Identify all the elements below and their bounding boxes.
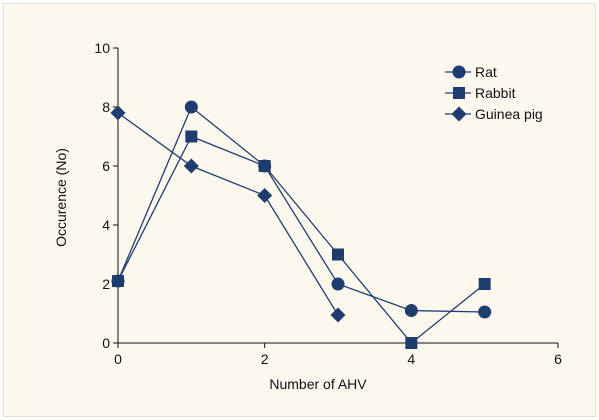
data-point-rat — [478, 305, 492, 319]
series-line-rabbit — [117, 135, 486, 344]
data-point-rabbit — [405, 337, 418, 349]
axes — [117, 48, 558, 344]
y-ticks: 0 2 4 6 8 10 — [94, 40, 118, 351]
y-axis-title: Occurence (No) — [53, 148, 69, 247]
series-layer — [110, 100, 492, 349]
series-rabbit — [112, 130, 491, 349]
data-point-rat — [331, 277, 345, 291]
y-tick-label: 6 — [102, 158, 110, 174]
x-ticks: 0 2 4 6 — [114, 343, 562, 367]
x-tick-label: 6 — [554, 351, 562, 367]
series-line-rat — [117, 105, 485, 313]
series-line-guinea-pig — [117, 112, 339, 316]
y-tick-label: 4 — [102, 217, 110, 233]
data-point-guinea-pig — [183, 158, 199, 174]
legend: Rat Rabbit Guinea pig — [445, 64, 543, 122]
legend-item-guinea-pig: Guinea pig — [445, 106, 543, 122]
data-point-rabbit — [478, 278, 491, 290]
data-point-guinea-pig — [110, 105, 126, 121]
legend-item-rabbit: Rabbit — [445, 85, 516, 101]
y-tick-label: 8 — [102, 99, 110, 115]
legend-item-rat: Rat — [445, 64, 497, 80]
legend-marker-rat — [452, 65, 466, 79]
data-point-rat — [184, 100, 198, 114]
data-point-rabbit — [332, 248, 344, 261]
legend-label: Rat — [475, 64, 497, 80]
legend-marker-guinea-pig — [451, 106, 467, 122]
y-tick-label: 2 — [102, 276, 110, 292]
data-point-guinea-pig — [257, 188, 273, 203]
legend-label: Rabbit — [475, 85, 516, 101]
data-point-rabbit — [185, 130, 198, 143]
chart-background — [3, 3, 596, 417]
data-point-guinea-pig — [330, 307, 346, 323]
y-tick-label: 0 — [102, 335, 110, 351]
x-tick-label: 2 — [261, 351, 269, 367]
legend-label: Guinea pig — [475, 106, 543, 122]
data-point-rat — [404, 304, 418, 318]
data-point-rabbit — [258, 160, 271, 172]
legend-marker-rabbit — [453, 87, 465, 99]
x-tick-label: 4 — [407, 351, 415, 367]
x-tick-label: 0 — [114, 351, 122, 367]
series-guinea-pig — [110, 105, 346, 323]
y-tick-label: 10 — [94, 40, 110, 56]
x-axis-title: Number of AHV — [269, 376, 367, 392]
data-point-rabbit — [112, 275, 124, 288]
